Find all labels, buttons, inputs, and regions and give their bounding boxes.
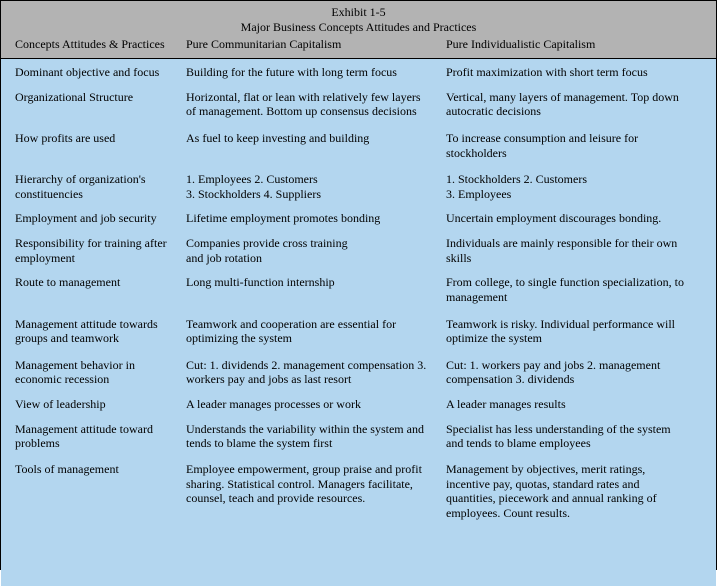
cell-concept: Management behavior in economic recessio… <box>1 358 186 387</box>
cell-individualistic: Vertical, many layers of management. Top… <box>446 90 702 119</box>
table-row: Route to managementLong multi-function i… <box>1 275 716 304</box>
table-row: Hierarchy of organization's constituenci… <box>1 172 716 201</box>
cell-individualistic: Uncertain employment discourages bonding… <box>446 211 702 226</box>
table-row: View of leadershipA leader manages proce… <box>1 397 716 412</box>
table-row: Responsibility for training after employ… <box>1 236 716 265</box>
table-row: Dominant objective and focusBuilding for… <box>1 65 716 80</box>
table-row: How profits are usedAs fuel to keep inve… <box>1 131 716 160</box>
cell-concept: Tools of management <box>1 462 186 477</box>
cell-communitarian: Employee empowerment, group praise and p… <box>186 462 446 506</box>
cell-concept: Route to management <box>1 275 186 290</box>
exhibit-table: Exhibit 1-5 Major Business Concepts Atti… <box>0 0 717 570</box>
cell-concept: Hierarchy of organization's constituenci… <box>1 172 186 201</box>
cell-communitarian: Teamwork and cooperation are essential f… <box>186 317 446 346</box>
exhibit-header: Exhibit 1-5 Major Business Concepts Atti… <box>1 1 716 59</box>
table-row: Employment and job securityLifetime empl… <box>1 211 716 226</box>
cell-individualistic: A leader manages results <box>446 397 702 412</box>
cell-communitarian: Cut: 1. dividends 2. management compensa… <box>186 358 446 387</box>
cell-individualistic: Individuals are mainly responsible for t… <box>446 236 702 265</box>
cell-individualistic: Specialist has less understanding of the… <box>446 422 702 451</box>
table-body: Dominant objective and focusBuilding for… <box>1 59 716 586</box>
cell-communitarian: Lifetime employment promotes bonding <box>186 211 446 226</box>
cell-communitarian: Horizontal, flat or lean with relatively… <box>186 90 446 119</box>
cell-individualistic: From college, to single function special… <box>446 275 702 304</box>
cell-individualistic: Management by objectives, merit ratings,… <box>446 462 702 521</box>
exhibit-title-line1: Exhibit 1-5 <box>1 5 716 20</box>
cell-concept: How profits are used <box>1 131 186 146</box>
cell-concept: Employment and job security <box>1 211 186 226</box>
column-headers: Concepts Attitudes & Practices Pure Comm… <box>1 35 716 56</box>
table-row: Management attitude toward problemsUnder… <box>1 422 716 451</box>
cell-individualistic: 1. Stockholders 2. Customers 3. Employee… <box>446 172 702 201</box>
header-concepts: Concepts Attitudes & Practices <box>1 37 186 52</box>
table-row: Management attitude towards groups and t… <box>1 317 716 346</box>
cell-communitarian: Building for the future with long term f… <box>186 65 446 80</box>
table-row: Management behavior in economic recessio… <box>1 358 716 387</box>
cell-individualistic: To increase consumption and leisure for … <box>446 131 702 160</box>
cell-communitarian: 1. Employees 2. Customers 3. Stockholder… <box>186 172 446 201</box>
cell-individualistic: Teamwork is risky. Individual performanc… <box>446 317 702 346</box>
exhibit-title-line2: Major Business Concepts Attitudes and Pr… <box>1 20 716 35</box>
cell-communitarian: Long multi-function internship <box>186 275 446 290</box>
table-row: Organizational StructureHorizontal, flat… <box>1 90 716 119</box>
header-individualistic: Pure Individualistic Capitalism <box>446 37 702 52</box>
cell-concept: Responsibility for training after employ… <box>1 236 186 265</box>
cell-communitarian: Understands the variability within the s… <box>186 422 446 451</box>
cell-individualistic: Cut: 1. workers pay and jobs 2. manageme… <box>446 358 702 387</box>
cell-communitarian: Companies provide cross training and job… <box>186 236 446 265</box>
cell-concept: Dominant objective and focus <box>1 65 186 80</box>
cell-communitarian: A leader manages processes or work <box>186 397 446 412</box>
cell-concept: Management attitude toward problems <box>1 422 186 451</box>
cell-communitarian: As fuel to keep investing and building <box>186 131 446 146</box>
table-row: Tools of managementEmployee empowerment,… <box>1 462 716 521</box>
cell-concept: Management attitude towards groups and t… <box>1 317 186 346</box>
cell-concept: View of leadership <box>1 397 186 412</box>
header-communitarian: Pure Communitarian Capitalism <box>186 37 446 52</box>
cell-concept: Organizational Structure <box>1 90 186 105</box>
cell-individualistic: Profit maximization with short term focu… <box>446 65 702 80</box>
